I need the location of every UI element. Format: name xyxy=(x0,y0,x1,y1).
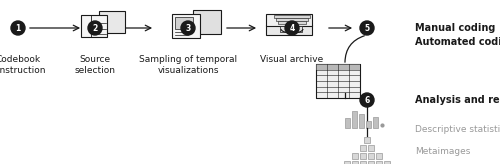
Text: Source
selection: Source selection xyxy=(74,55,116,75)
Bar xyxy=(276,18,308,21)
Bar xyxy=(316,64,360,70)
Bar xyxy=(352,161,358,164)
Bar xyxy=(81,15,107,37)
Circle shape xyxy=(360,21,374,35)
Bar xyxy=(345,118,350,128)
Circle shape xyxy=(88,21,102,35)
Bar xyxy=(280,26,302,32)
Bar xyxy=(175,17,193,29)
Circle shape xyxy=(11,21,25,35)
Text: Manual coding
Automated coding: Manual coding Automated coding xyxy=(415,23,500,47)
Text: 3: 3 xyxy=(186,24,190,33)
Bar xyxy=(368,161,374,164)
Bar xyxy=(99,11,125,33)
Bar xyxy=(376,153,382,159)
Bar xyxy=(360,153,366,159)
Bar xyxy=(368,145,374,151)
Bar xyxy=(193,10,221,34)
Bar xyxy=(360,145,366,151)
Text: 5: 5 xyxy=(364,24,370,33)
Bar xyxy=(316,64,360,98)
Bar xyxy=(352,111,357,128)
Bar xyxy=(172,14,200,38)
Circle shape xyxy=(181,21,195,35)
Bar xyxy=(278,21,306,24)
Bar xyxy=(359,114,364,128)
Text: 4: 4 xyxy=(290,24,294,33)
Bar xyxy=(384,161,390,164)
Text: 1: 1 xyxy=(16,24,20,33)
Text: Sampling of temporal
visualizations: Sampling of temporal visualizations xyxy=(139,55,237,75)
Bar xyxy=(376,161,382,164)
Bar xyxy=(274,15,310,18)
Bar xyxy=(373,117,378,128)
Text: 2: 2 xyxy=(92,24,98,33)
Text: Codebook
construction: Codebook construction xyxy=(0,55,46,75)
Text: 6: 6 xyxy=(364,96,370,105)
Text: Analysis and reporting: Analysis and reporting xyxy=(415,95,500,105)
Text: Visual archive: Visual archive xyxy=(260,55,324,64)
Text: Metaimages: Metaimages xyxy=(415,147,470,156)
Bar xyxy=(360,161,366,164)
Bar xyxy=(344,161,350,164)
Bar xyxy=(364,137,370,143)
Circle shape xyxy=(285,21,299,35)
Bar xyxy=(368,153,374,159)
Circle shape xyxy=(360,93,374,107)
Text: Descriptive statistics: Descriptive statistics xyxy=(415,125,500,134)
Bar xyxy=(266,25,312,35)
Bar xyxy=(352,153,358,159)
Bar xyxy=(266,14,312,26)
Bar xyxy=(366,121,371,128)
